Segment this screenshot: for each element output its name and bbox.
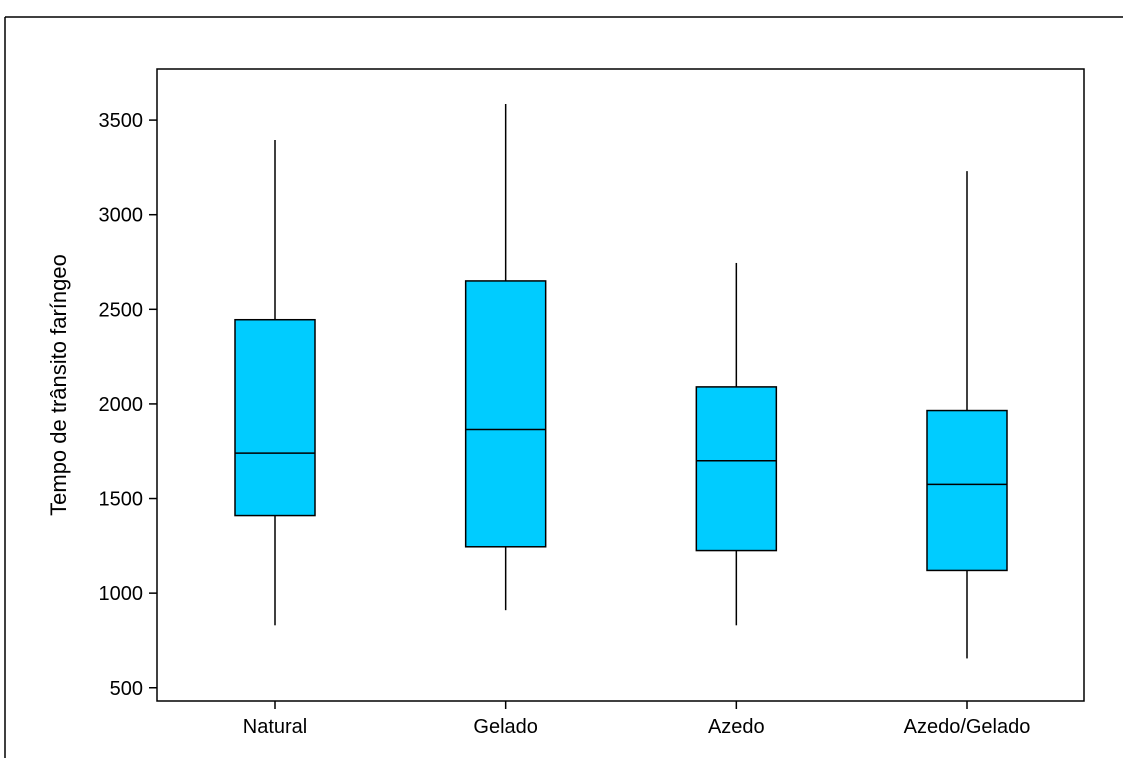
x-tick-label: Azedo: [708, 716, 765, 738]
box-group: [926, 171, 1008, 659]
y-tick-label: 2000: [99, 394, 144, 416]
y-tick-label: 500: [110, 678, 143, 700]
y-axis-ticks: 500 1000 1500 2000 2500 3000 3500: [99, 110, 157, 700]
y-tick-label: 3500: [99, 110, 144, 132]
y-tick-label: 1500: [99, 489, 144, 511]
iqr-box: [926, 409, 1008, 572]
x-axis-ticks: Natural Gelado Azedo Azedo/Gelado: [243, 701, 1031, 738]
x-tick-label: Gelado: [473, 716, 538, 738]
x-tick-label: Azedo/Gelado: [904, 716, 1031, 738]
y-tick-label: 2500: [99, 299, 144, 321]
y-tick-label: 3000: [99, 205, 144, 227]
y-tick-label: 1000: [99, 583, 144, 605]
x-tick-label: Natural: [243, 716, 307, 738]
iqr-box: [695, 386, 778, 552]
plot-area-frame: [156, 68, 1085, 702]
box-group: [234, 139, 316, 626]
iqr-box: [464, 280, 547, 548]
boxplot-boxes: [234, 104, 1008, 659]
y-axis-title: Tempo de trânsito faríngeo: [46, 254, 71, 516]
box-group: [695, 262, 778, 626]
box-group: [464, 104, 547, 611]
iqr-box: [234, 318, 316, 517]
